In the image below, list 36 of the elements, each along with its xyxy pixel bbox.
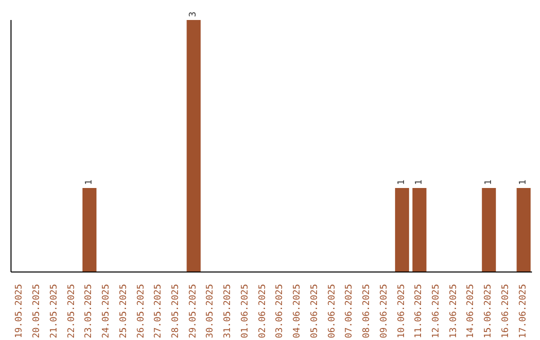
data-label: 3 [188,12,199,17]
x-tick-label: 06.06.2025 [327,284,338,338]
x-tick-label: 04.06.2025 [292,284,303,338]
x-tick-label: 15.06.2025 [484,284,494,338]
x-tick-label: 14.06.2025 [466,284,476,338]
data-label: 1 [397,180,408,185]
x-tick-label: 21.05.2025 [49,284,60,338]
data-label: 1 [84,180,94,185]
x-tick-label: 09.06.2025 [379,284,390,338]
x-tick-label: 28.05.2025 [170,284,181,338]
x-tick-label: 11.06.2025 [414,284,424,338]
data-label: 1 [484,180,494,185]
x-tick-label: 12.06.2025 [431,284,442,338]
x-tick-label: 20.05.2025 [32,284,42,338]
x-tick-label: 01.06.2025 [240,284,250,338]
x-tick-label: 17.06.2025 [518,284,528,338]
x-tick-label: 27.05.2025 [154,284,164,338]
data-label: 1 [414,180,424,185]
x-tick-label: 13.06.2025 [448,284,459,338]
x-tick-label: 08.06.2025 [362,284,372,338]
x-tick-label: 25.05.2025 [118,284,129,338]
x-tick-label: 02.06.2025 [258,284,268,338]
x-tick-label: 24.05.2025 [102,284,112,338]
x-tick-label: 23.05.2025 [84,284,94,338]
x-tick-label: 03.06.2025 [275,284,286,338]
x-tick-label: 16.06.2025 [500,284,511,338]
x-tick-label: 10.06.2025 [396,284,407,338]
x-tick-label: 22.05.2025 [66,284,77,338]
x-tick-label: 19.05.2025 [14,284,25,338]
data-label: 1 [518,180,529,185]
x-tick-label: 07.06.2025 [344,284,355,338]
x-tick-label: 31.05.2025 [223,284,234,338]
x-tick-label: 05.06.2025 [310,284,320,338]
x-tick-label: 29.05.2025 [188,284,198,338]
x-tick-label: 26.05.2025 [136,284,146,338]
x-tick-label: 30.05.2025 [206,284,216,338]
